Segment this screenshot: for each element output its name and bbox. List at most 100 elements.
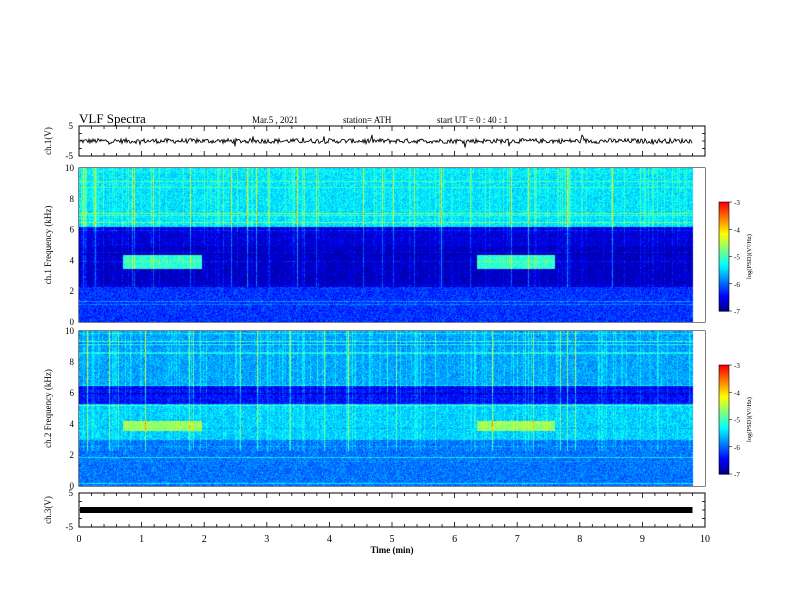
- colorbar-segment: [719, 434, 729, 437]
- colorbar-segment: [719, 410, 729, 413]
- colorbar-segment: [719, 472, 729, 475]
- colorbar-segment: [719, 249, 729, 252]
- colorbar-segment: [719, 415, 729, 419]
- y-tick-label: 6: [70, 388, 75, 398]
- colorbar-segment: [719, 294, 729, 298]
- colorbar-segment: [719, 417, 729, 421]
- y-tick-label: 10: [65, 163, 75, 173]
- colorbar-segment: [719, 254, 729, 258]
- colorbar-segment: [719, 403, 729, 406]
- colorbar-segment: [719, 370, 729, 373]
- colorbar-segment: [719, 203, 729, 207]
- colorbar-segment: [719, 223, 729, 227]
- colorbar-segment: [719, 392, 729, 395]
- y-tick-label: -5: [66, 522, 74, 532]
- colorbar-segment: [719, 271, 729, 274]
- colorbar-segment: [719, 397, 729, 401]
- colorbar-segment: [719, 212, 729, 216]
- colorbar-segment: [719, 291, 729, 294]
- colorbar-segment: [719, 388, 729, 392]
- colorbar-segment: [719, 437, 729, 441]
- colorbar-segment: [719, 386, 729, 390]
- colorbar: -3 -4 -5 -6 -7 log(PSD)(V²/Hz): [718, 362, 753, 479]
- colorbar-segment: [719, 243, 729, 247]
- colorbar-segment: [719, 408, 729, 412]
- colorbar-segment: [719, 261, 729, 265]
- colorbar-segment: [719, 240, 729, 243]
- colorbar-segment: [719, 263, 729, 267]
- colorbar-segment: [719, 366, 729, 370]
- colorbar-segment: [719, 245, 729, 249]
- colorbar-segment: [719, 234, 729, 238]
- colorbar-segment: [719, 424, 729, 428]
- colorbar-tick-label: -5: [734, 417, 740, 425]
- colorbar-segment: [719, 414, 729, 417]
- colorbar-segment: [719, 216, 729, 219]
- colorbar-segment: [719, 441, 729, 444]
- colorbar-label: log(PSD)(V²/Hz): [746, 397, 753, 442]
- y-axis-label: ch.3(V): [43, 496, 53, 524]
- x-tick-label: 3: [264, 534, 269, 545]
- colorbar-segment: [719, 252, 729, 256]
- colorbar-segment: [719, 454, 729, 457]
- colorbar-segment: [719, 298, 729, 301]
- x-tick-label: 8: [577, 534, 582, 545]
- y-tick-label: 10: [65, 326, 75, 336]
- colorbar-segment: [719, 446, 729, 450]
- colorbar-segment: [719, 280, 729, 283]
- x-tick-label: 4: [327, 534, 332, 545]
- colorbar-segment: [719, 428, 729, 431]
- colorbar-segment: [719, 307, 729, 310]
- x-tick-label: 9: [640, 534, 645, 545]
- y-axis-label: ch.1 Frequency (kHz): [43, 206, 53, 285]
- colorbar-segment: [719, 218, 729, 221]
- colorbar-segment: [719, 394, 729, 397]
- colorbar-tick-label: -3: [734, 199, 740, 207]
- colorbar-segment: [719, 300, 729, 303]
- y-tick-label: 5: [69, 121, 74, 131]
- colorbar-segment: [719, 401, 729, 404]
- colorbar-segment: [719, 372, 729, 375]
- colorbar-segment: [719, 404, 729, 408]
- colorbar-segment: [719, 272, 729, 276]
- colorbar-segment: [719, 452, 729, 455]
- colorbar-tick-label: -7: [734, 308, 740, 316]
- y-tick-label: 4: [70, 419, 75, 429]
- x-tick-label: 5: [390, 534, 395, 545]
- x-axis-label: Time (min): [370, 545, 413, 555]
- colorbar-segment: [719, 459, 729, 462]
- colorbar-segment: [719, 209, 729, 212]
- y-tick-label: 0: [70, 481, 75, 491]
- colorbar-segment: [719, 365, 729, 368]
- figure-title: VLF Spectra: [79, 111, 146, 126]
- colorbar-segment: [719, 211, 729, 214]
- colorbar-segment: [719, 423, 729, 426]
- colorbar-segment: [719, 390, 729, 393]
- colorbar-tick-label: -4: [734, 226, 740, 234]
- colorbar-segment: [719, 466, 729, 470]
- colorbar-segment: [719, 265, 729, 268]
- colorbar-segment: [719, 305, 729, 308]
- y-axis-label: ch.1(V): [43, 127, 53, 155]
- x-tick-label: 6: [452, 534, 457, 545]
- colorbar-segment: [719, 202, 729, 205]
- colorbar-segment: [719, 214, 729, 218]
- colorbar-segment: [719, 468, 729, 471]
- colorbar-segment: [719, 289, 729, 292]
- colorbar-segment: [719, 412, 729, 415]
- y-tick-label: 5: [69, 488, 74, 498]
- colorbar-segment: [719, 464, 729, 468]
- colorbar-segment: [719, 303, 729, 307]
- colorbar-segment: [719, 426, 729, 430]
- colorbar-segment: [719, 251, 729, 254]
- colorbar-segment: [719, 281, 729, 285]
- y-tick-label: -5: [66, 151, 74, 161]
- colorbar-segment: [719, 406, 729, 410]
- x-tick-label: 0: [77, 534, 82, 545]
- colorbar-segment: [719, 375, 729, 379]
- colorbar-segment: [719, 461, 729, 464]
- colorbar-segment: [719, 444, 729, 448]
- waveform-line-ch1: [79, 134, 693, 148]
- colorbar-segment: [719, 470, 729, 473]
- colorbar-segment: [719, 260, 729, 263]
